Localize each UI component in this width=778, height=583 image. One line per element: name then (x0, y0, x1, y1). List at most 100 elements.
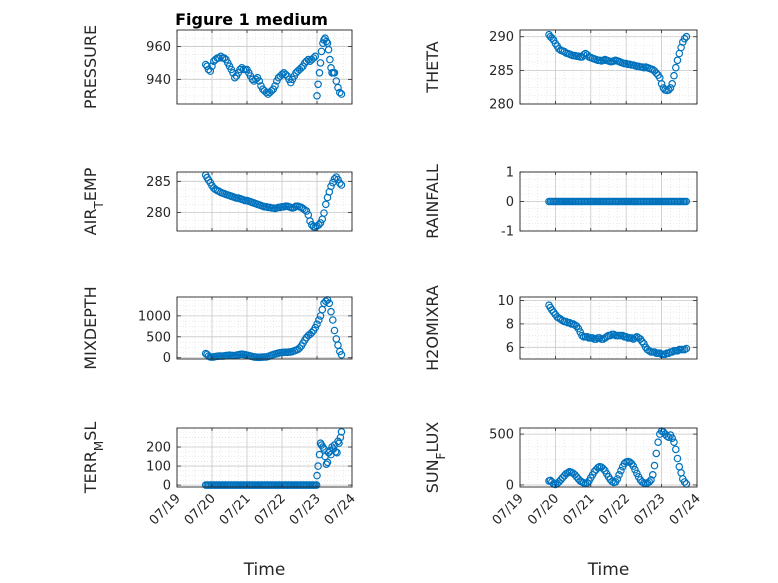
axes-box (176, 29, 353, 105)
y-tick-label: 290 (489, 30, 514, 45)
data-point (215, 54, 223, 62)
x-tick-label: 07/23 (287, 491, 324, 528)
y-tick-label: 500 (489, 428, 514, 443)
data-point (252, 75, 260, 84)
data-point (314, 80, 322, 89)
data-point (330, 175, 339, 183)
data-point (648, 470, 657, 479)
data-point (321, 200, 330, 209)
x-axis-label: Time (587, 560, 630, 580)
data-point (682, 344, 691, 353)
y-tick-label: 285 (146, 175, 171, 190)
data-point (548, 34, 556, 42)
data-point (231, 73, 239, 82)
data-point (671, 445, 680, 454)
data-point (248, 75, 257, 84)
data-point (333, 448, 341, 457)
data-point (331, 447, 340, 456)
data-point (323, 458, 332, 467)
data-point (314, 221, 323, 229)
data-point (267, 87, 276, 95)
subplot-row3-right: 6 8 10 H2OMIXRA (423, 285, 698, 371)
data-point (606, 331, 615, 340)
data-point (332, 77, 341, 85)
data-point (300, 206, 309, 214)
x-axis-label: Time (243, 560, 286, 580)
data-point (645, 346, 654, 355)
axes-box (519, 29, 698, 105)
data-point (647, 476, 655, 484)
y-tick-label: 200 (146, 441, 171, 456)
data-point (217, 52, 225, 61)
y-tick-label: 0 (163, 351, 171, 366)
data-point (278, 70, 286, 79)
y-tick-label: 0 (506, 195, 514, 210)
data-point (673, 346, 682, 355)
data-point (668, 348, 677, 356)
data-point (682, 32, 691, 41)
y-tick-label: -1 (501, 225, 514, 240)
data-point (335, 179, 344, 188)
y-tick-label: 1000 (138, 309, 171, 324)
data-point (337, 181, 346, 189)
data-point (306, 217, 314, 225)
data-point (664, 433, 673, 442)
data-point (307, 328, 316, 337)
y-axis-label: H2OMIXRA (423, 285, 442, 371)
data-point (320, 209, 328, 217)
data-point (302, 207, 311, 215)
data-point (206, 67, 215, 75)
y-axis-label: PRESSURE (81, 25, 100, 109)
data-point (680, 34, 689, 43)
data-point (309, 54, 318, 62)
data-point (652, 69, 661, 77)
data-point (322, 37, 331, 46)
y-tick-label: 280 (146, 206, 171, 221)
data-point (334, 175, 342, 184)
data-point (645, 478, 654, 486)
y-tick-label: 1 (506, 166, 514, 181)
data-point (326, 55, 334, 64)
data-point (290, 203, 299, 212)
data-point (337, 350, 346, 359)
data-point (657, 80, 666, 88)
data-point (638, 337, 646, 346)
data-point (337, 90, 346, 98)
axes-box (176, 171, 353, 232)
data-point (220, 54, 229, 62)
data-point (652, 449, 661, 458)
data-point (313, 471, 321, 480)
y-axis-label: THETA (423, 41, 442, 93)
data-point (281, 70, 290, 79)
y-tick-label: 6 (506, 341, 514, 356)
data-point (271, 82, 279, 90)
data-point (671, 63, 680, 72)
x-tick-label: 07/19 (147, 491, 184, 528)
y-tick-label: 940 (146, 73, 171, 88)
data-point (664, 86, 673, 94)
data-point (255, 77, 264, 85)
x-tick-label: 07/21 (217, 491, 254, 528)
subplot-top-left: 940 960 PRESSURE Figure 1 medium (81, 10, 353, 109)
y-axis-label: AIRTEMP (81, 167, 106, 235)
data-point (313, 320, 321, 329)
data-point (650, 461, 659, 470)
data-point (673, 454, 682, 463)
data-point (238, 64, 246, 72)
data-point (682, 197, 691, 206)
data-point (330, 69, 339, 77)
data-point (680, 478, 689, 486)
subplot-row2-right: -1 0 1 RAINFALL (423, 164, 698, 240)
data-point (211, 55, 220, 64)
chart-title: Figure 1 medium (175, 10, 328, 29)
x-tick-label: 07/24 (322, 491, 359, 528)
data-point (208, 62, 216, 70)
data-point (578, 331, 586, 340)
data-point (337, 427, 346, 436)
data-point (592, 335, 600, 343)
x-tick-label: 07/20 (182, 491, 219, 528)
data-point (668, 80, 677, 88)
data-point (654, 438, 662, 447)
